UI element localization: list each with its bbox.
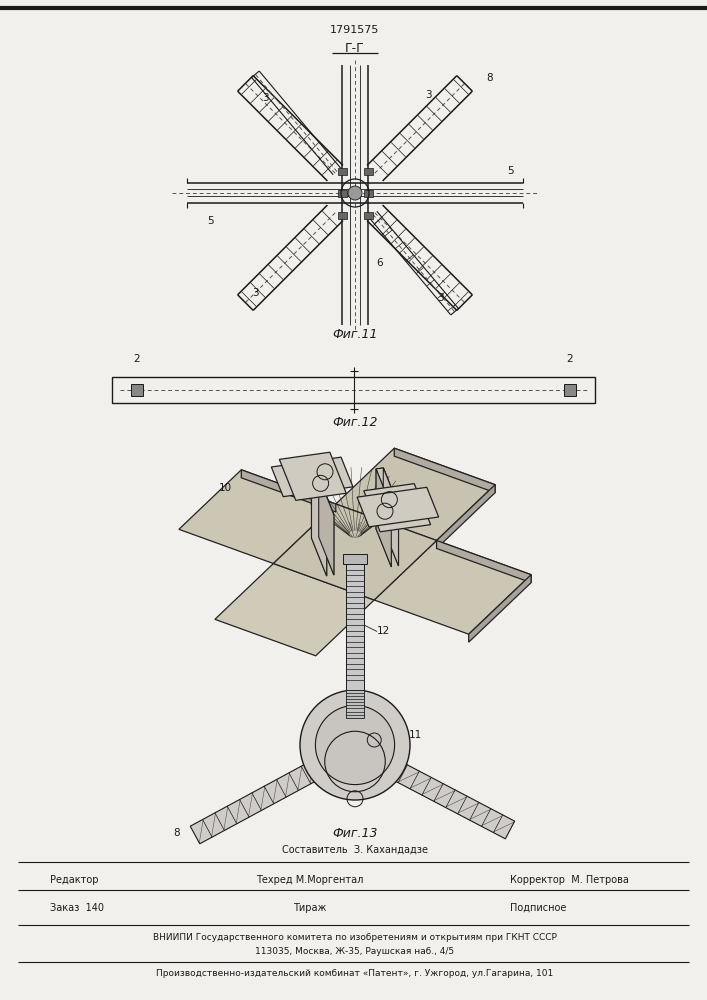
Bar — [112, 377, 595, 403]
Polygon shape — [363, 746, 515, 839]
Polygon shape — [395, 448, 495, 493]
Text: Г-Г: Г-Г — [345, 41, 365, 54]
Polygon shape — [364, 484, 431, 532]
Text: Фиг.11: Фиг.11 — [332, 328, 378, 342]
Bar — [364, 168, 373, 175]
Polygon shape — [312, 477, 334, 516]
Text: Производственно-издательский комбинат «Патент», г. Ужгород, ул.Гагарина, 101: Производственно-издательский комбинат «П… — [156, 970, 554, 978]
Text: 5: 5 — [206, 216, 214, 226]
Text: Тираж: Тираж — [293, 903, 327, 913]
Bar — [131, 384, 143, 396]
Polygon shape — [374, 540, 531, 634]
Bar — [338, 168, 347, 175]
Polygon shape — [437, 485, 495, 548]
Polygon shape — [437, 540, 531, 583]
Text: 2: 2 — [567, 354, 573, 364]
Text: Корректор  М. Петрова: Корректор М. Петрова — [510, 875, 629, 885]
Text: 12: 12 — [376, 626, 390, 637]
Text: 10: 10 — [218, 483, 232, 493]
Text: Фиг.13: Фиг.13 — [332, 827, 378, 840]
Polygon shape — [312, 478, 327, 576]
Polygon shape — [190, 746, 348, 844]
Text: 3: 3 — [252, 288, 258, 298]
Polygon shape — [376, 468, 399, 507]
Text: 2: 2 — [134, 354, 140, 364]
Polygon shape — [319, 477, 334, 575]
Text: 11: 11 — [409, 730, 421, 740]
Text: 8: 8 — [486, 73, 493, 83]
Polygon shape — [376, 469, 391, 567]
Text: 8: 8 — [174, 828, 180, 838]
Text: Заказ  140: Заказ 140 — [50, 903, 104, 913]
Polygon shape — [376, 469, 391, 567]
Text: 6: 6 — [377, 258, 383, 268]
Text: Редактор: Редактор — [50, 875, 98, 885]
Bar — [338, 212, 347, 219]
Text: Фиг.12: Фиг.12 — [332, 416, 378, 428]
Text: Подписное: Подписное — [510, 903, 566, 913]
Text: 5: 5 — [507, 166, 513, 176]
Text: 3: 3 — [425, 90, 431, 100]
Bar — [343, 554, 367, 564]
Polygon shape — [179, 470, 336, 564]
Polygon shape — [383, 468, 399, 566]
Text: 3: 3 — [262, 93, 269, 103]
Bar — [564, 384, 576, 396]
Circle shape — [300, 690, 410, 800]
Polygon shape — [312, 478, 327, 576]
Circle shape — [315, 705, 395, 785]
Circle shape — [348, 186, 362, 200]
Polygon shape — [319, 477, 334, 575]
Text: Техред М.Моргентал: Техред М.Моргентал — [257, 875, 363, 885]
Polygon shape — [383, 468, 399, 566]
Text: Составитель  З. Кахандадзе: Составитель З. Кахандадзе — [282, 845, 428, 855]
Text: 113035, Москва, Ж-35, Раушская наб., 4/5: 113035, Москва, Ж-35, Раушская наб., 4/5 — [255, 948, 455, 956]
Text: 1791575: 1791575 — [330, 25, 380, 35]
Bar — [346, 560, 364, 690]
Polygon shape — [376, 468, 399, 507]
Polygon shape — [312, 477, 334, 516]
Text: ВНИИПИ Государственного комитета по изобретениям и открытиям при ГКНТ СССР: ВНИИПИ Государственного комитета по изоб… — [153, 934, 557, 942]
Bar — [364, 212, 373, 219]
Polygon shape — [469, 575, 531, 642]
Polygon shape — [241, 470, 336, 512]
Bar — [346, 690, 364, 718]
Text: 3: 3 — [437, 293, 443, 303]
Polygon shape — [357, 487, 438, 527]
Bar — [338, 190, 347, 197]
Polygon shape — [274, 504, 437, 600]
Bar — [364, 190, 373, 197]
Polygon shape — [215, 564, 374, 656]
Polygon shape — [279, 452, 346, 500]
Polygon shape — [271, 457, 353, 497]
Polygon shape — [336, 448, 495, 540]
